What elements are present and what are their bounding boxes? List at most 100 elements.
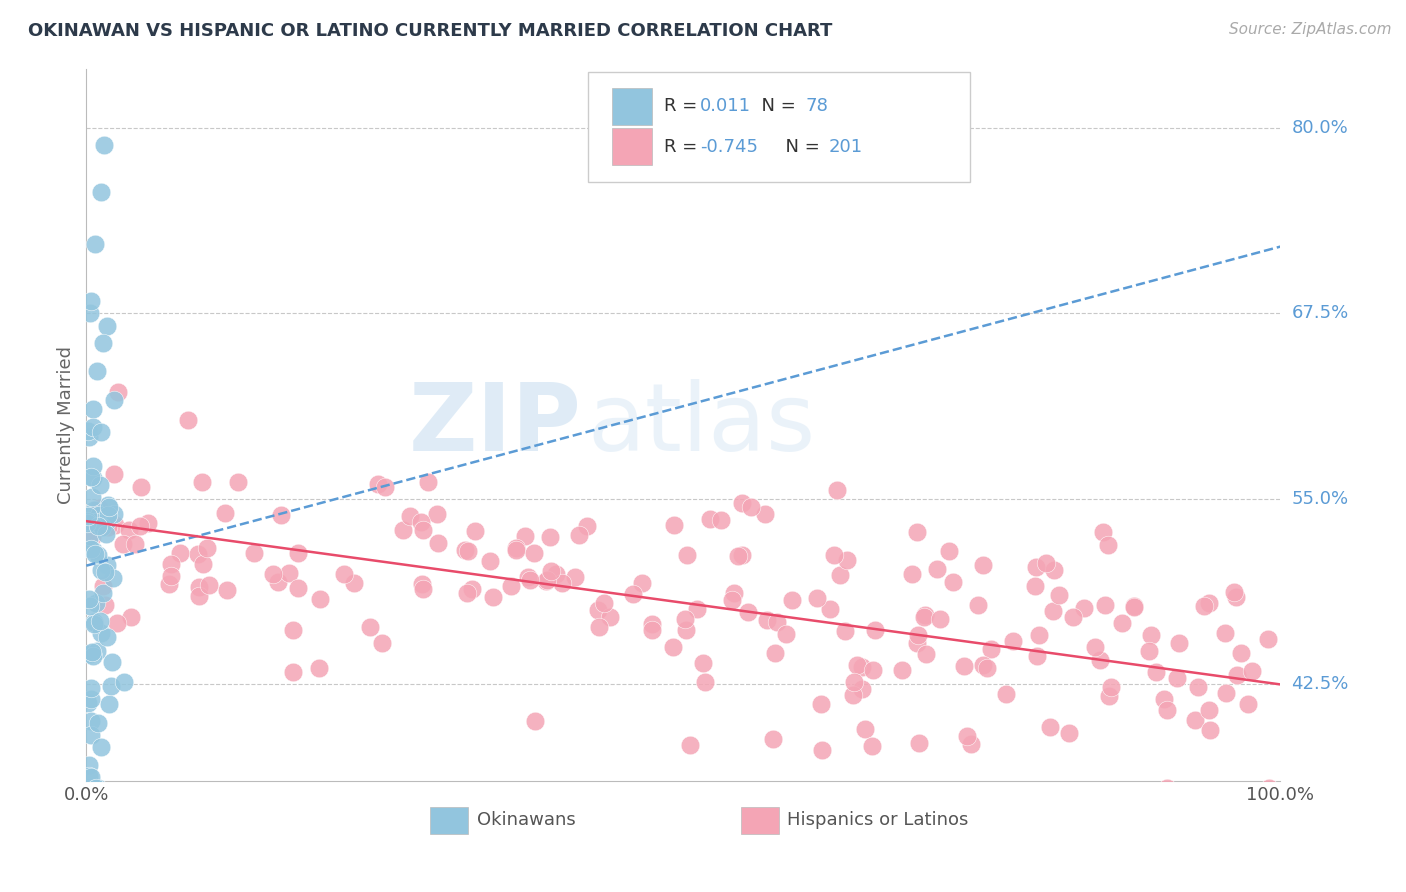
Point bbox=[412, 582, 434, 596]
Point bbox=[544, 566, 567, 581]
Text: N =: N = bbox=[775, 138, 825, 156]
Point bbox=[80, 541, 103, 556]
Point bbox=[77, 424, 100, 438]
Point bbox=[907, 736, 929, 750]
Point bbox=[737, 605, 759, 619]
Point bbox=[96, 319, 118, 334]
Point bbox=[76, 508, 98, 523]
Point bbox=[82, 530, 104, 544]
Point bbox=[762, 731, 785, 746]
Point bbox=[105, 615, 128, 630]
FancyBboxPatch shape bbox=[430, 806, 468, 834]
Point bbox=[91, 520, 114, 534]
Point bbox=[1042, 563, 1064, 577]
Point bbox=[551, 576, 574, 591]
Point bbox=[1094, 598, 1116, 612]
Point bbox=[818, 602, 841, 616]
Point bbox=[86, 364, 108, 378]
Point bbox=[97, 508, 120, 522]
Point bbox=[129, 519, 152, 533]
Point bbox=[1237, 698, 1260, 712]
Point bbox=[136, 516, 159, 530]
Point bbox=[89, 500, 111, 515]
Point bbox=[568, 528, 591, 542]
Point bbox=[1226, 667, 1249, 681]
Point bbox=[1137, 644, 1160, 658]
Point bbox=[519, 574, 541, 588]
Point bbox=[1258, 781, 1281, 796]
Point bbox=[159, 557, 181, 571]
Point bbox=[851, 659, 873, 673]
Point bbox=[1097, 538, 1119, 552]
Point bbox=[523, 546, 546, 560]
Point bbox=[111, 537, 134, 551]
Point bbox=[586, 603, 609, 617]
Point bbox=[129, 479, 152, 493]
Point bbox=[1123, 600, 1146, 615]
Point bbox=[1198, 596, 1220, 610]
Point bbox=[959, 737, 981, 751]
Point bbox=[187, 547, 209, 561]
Point bbox=[478, 554, 501, 568]
Point bbox=[1091, 524, 1114, 539]
Point bbox=[80, 728, 103, 742]
Point bbox=[79, 591, 101, 606]
Point bbox=[83, 615, 105, 629]
Point bbox=[80, 294, 103, 309]
Point bbox=[1025, 560, 1047, 574]
Point bbox=[664, 517, 686, 532]
Point bbox=[727, 549, 749, 563]
Point bbox=[1225, 590, 1247, 604]
Point bbox=[1215, 686, 1237, 700]
Text: 42.5%: 42.5% bbox=[1292, 675, 1348, 693]
Point bbox=[721, 592, 744, 607]
FancyBboxPatch shape bbox=[612, 128, 652, 165]
Point bbox=[1098, 689, 1121, 703]
Point bbox=[457, 544, 479, 558]
Point bbox=[103, 393, 125, 408]
Point bbox=[96, 558, 118, 572]
Point bbox=[82, 543, 104, 558]
Point bbox=[107, 384, 129, 399]
Point bbox=[287, 581, 309, 595]
Text: 0.011: 0.011 bbox=[700, 97, 751, 115]
Point bbox=[281, 624, 304, 638]
Point bbox=[91, 586, 114, 600]
Point bbox=[97, 520, 120, 534]
Point bbox=[343, 576, 366, 591]
Point bbox=[827, 483, 849, 497]
Point bbox=[810, 697, 832, 711]
Point bbox=[104, 518, 127, 533]
Point bbox=[367, 477, 389, 491]
Point bbox=[1028, 628, 1050, 642]
Point bbox=[956, 729, 979, 743]
Point bbox=[754, 507, 776, 521]
Point bbox=[187, 580, 209, 594]
Point bbox=[89, 614, 111, 628]
Point bbox=[678, 738, 700, 752]
Point bbox=[392, 523, 415, 537]
Point bbox=[79, 714, 101, 728]
Point bbox=[1229, 646, 1251, 660]
Point bbox=[97, 498, 120, 512]
Point bbox=[731, 549, 754, 563]
Point bbox=[723, 585, 745, 599]
Text: -0.745: -0.745 bbox=[700, 138, 758, 156]
Point bbox=[775, 627, 797, 641]
Text: atlas: atlas bbox=[588, 379, 815, 471]
Point bbox=[76, 781, 98, 796]
Point bbox=[270, 508, 292, 522]
Point bbox=[853, 722, 876, 736]
Point bbox=[686, 602, 709, 616]
Point bbox=[87, 519, 110, 533]
Point bbox=[907, 628, 929, 642]
Point bbox=[83, 502, 105, 516]
Point bbox=[79, 306, 101, 320]
Point bbox=[1035, 556, 1057, 570]
Point bbox=[1047, 588, 1070, 602]
Point bbox=[523, 714, 546, 728]
Point bbox=[76, 516, 98, 530]
Point bbox=[740, 500, 762, 515]
Point bbox=[84, 515, 107, 529]
Point bbox=[695, 675, 717, 690]
